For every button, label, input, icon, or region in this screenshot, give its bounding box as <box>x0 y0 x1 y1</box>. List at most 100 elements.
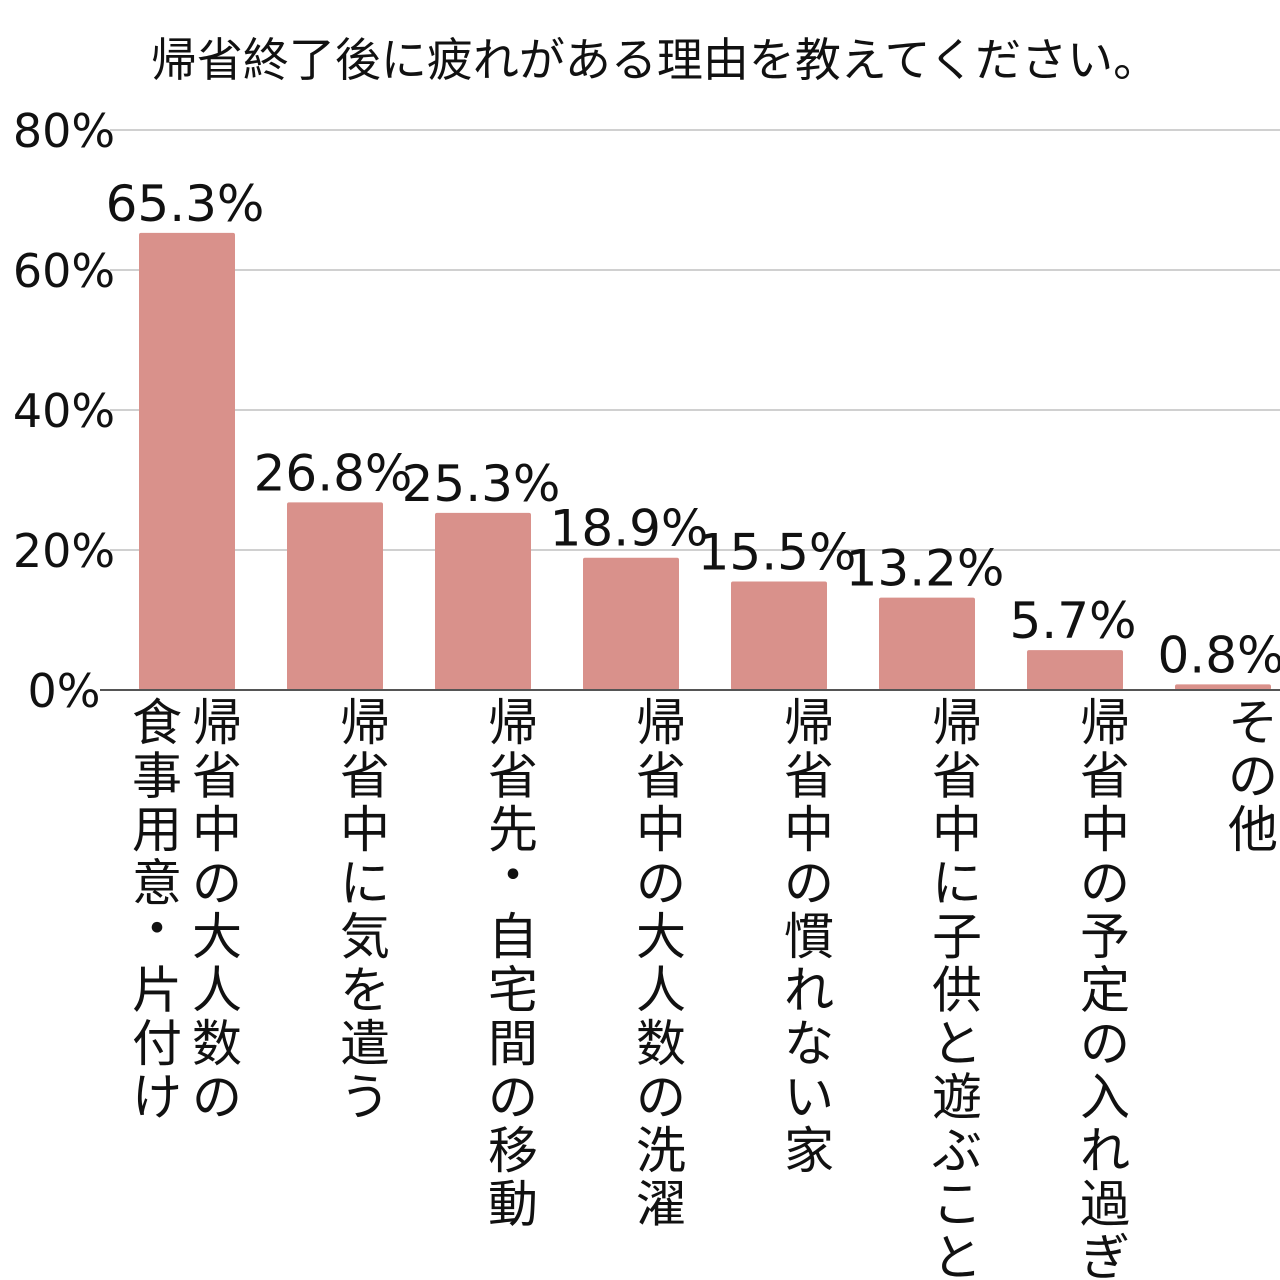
category-char: 事 <box>132 748 182 806</box>
category-char: の <box>1080 1015 1130 1073</box>
category-char: ・ <box>132 900 182 958</box>
data-label: 15.5% <box>698 524 857 582</box>
category-char: に <box>932 855 982 913</box>
category-char: 大 <box>192 908 242 966</box>
category-char: 遊 <box>932 1069 982 1127</box>
category-char: の <box>192 1069 242 1127</box>
category-char: 人 <box>636 962 686 1020</box>
category-char: の <box>1080 855 1130 913</box>
bar <box>1175 684 1271 690</box>
bar <box>139 232 235 690</box>
bar <box>287 502 383 690</box>
category-char: う <box>340 1069 390 1127</box>
category-char: 濯 <box>636 1176 686 1234</box>
category-char: の <box>1228 748 1278 806</box>
category-char: 数 <box>636 1015 686 1073</box>
category-char: 中 <box>1080 801 1130 859</box>
category-char: と <box>932 1015 982 1073</box>
category-char: け <box>132 1069 182 1127</box>
category-char: 供 <box>932 962 982 1020</box>
category-char: こ <box>932 1176 982 1234</box>
category-char: ・ <box>488 847 538 905</box>
category-char: れ <box>784 962 834 1020</box>
bars <box>139 232 1271 690</box>
y-tick-label: 80% <box>13 104 115 158</box>
category-char: 省 <box>488 748 538 806</box>
category-char: 移 <box>488 1122 538 1180</box>
category-char: の <box>488 1069 538 1127</box>
category-char: い <box>784 1069 834 1127</box>
category-char: 入 <box>1080 1069 1130 1127</box>
category-char: に <box>340 855 390 913</box>
category-char: 中 <box>932 801 982 859</box>
category-char: 遣 <box>340 1015 390 1073</box>
category-char: 用 <box>132 801 182 859</box>
bar <box>435 512 531 690</box>
data-label: 5.7% <box>1009 592 1136 650</box>
category-char: 帰 <box>192 694 242 752</box>
category-char: 意 <box>132 855 182 913</box>
data-label: 65.3% <box>106 175 265 233</box>
category-char: 過 <box>1080 1176 1130 1234</box>
category-char: の <box>192 855 242 913</box>
bar <box>731 581 827 690</box>
category-char: 人 <box>192 962 242 1020</box>
category-char: 宅 <box>488 962 538 1020</box>
category-char: 気 <box>340 908 390 966</box>
category-char: 帰 <box>340 694 390 752</box>
category-char: の <box>636 855 686 913</box>
category-char: 中 <box>784 801 834 859</box>
category-char: ぎ <box>1080 1229 1130 1280</box>
category-char: 間 <box>488 1015 538 1073</box>
data-label: 13.2% <box>846 540 1005 598</box>
category-char: 省 <box>1080 748 1130 806</box>
y-tick-label: 0% <box>28 664 101 718</box>
category-char: 省 <box>340 748 390 806</box>
category-char: 帰 <box>932 694 982 752</box>
category-char: 帰 <box>636 694 686 752</box>
category-char: 帰 <box>1080 694 1130 752</box>
category-char: 定 <box>1080 962 1130 1020</box>
chart-title: 帰省終了後に疲れがある理由を教えてください。 <box>151 33 1159 87</box>
category-char: 慣 <box>784 908 834 966</box>
category-char: れ <box>1080 1122 1130 1180</box>
category-char: 中 <box>340 801 390 859</box>
y-axis-ticks: 0% 20% 40% 60% 80% <box>13 104 115 718</box>
category-char: 自 <box>488 908 538 966</box>
category-char: ぶ <box>932 1122 982 1180</box>
category-char: 先 <box>488 801 538 859</box>
data-label: 0.8% <box>1157 626 1280 684</box>
category-char: そ <box>1228 694 1278 752</box>
y-tick-label: 40% <box>13 384 115 438</box>
category-char: 洗 <box>636 1122 686 1180</box>
gridlines <box>110 129 1280 551</box>
bar <box>583 557 679 690</box>
category-char: 片 <box>132 962 182 1020</box>
category-char: 省 <box>636 748 686 806</box>
y-tick-label: 20% <box>13 524 115 578</box>
y-tick-label: 60% <box>13 244 115 298</box>
category-labels: 帰省中の大人数の食事用意・片付け帰省中に気を遣う帰省先・自宅間の移動帰省中の大人… <box>132 694 1278 1280</box>
category-char: 中 <box>192 801 242 859</box>
data-label: 18.9% <box>550 500 709 558</box>
category-char: と <box>932 1229 982 1280</box>
category-char: 食 <box>132 694 182 752</box>
category-char: 帰 <box>784 694 834 752</box>
data-labels: 65.3% 26.8%25.3%18.9%15.5%13.2%5.7% 0.8% <box>106 175 1280 685</box>
data-label: 26.8% <box>254 444 413 502</box>
category-char: の <box>636 1069 686 1127</box>
category-char: を <box>340 962 390 1020</box>
category-char: 動 <box>488 1176 538 1234</box>
bar <box>1027 650 1123 690</box>
category-char: 子 <box>932 908 982 966</box>
category-char: 家 <box>784 1122 834 1180</box>
category-char: 数 <box>192 1015 242 1073</box>
bar <box>879 597 975 690</box>
